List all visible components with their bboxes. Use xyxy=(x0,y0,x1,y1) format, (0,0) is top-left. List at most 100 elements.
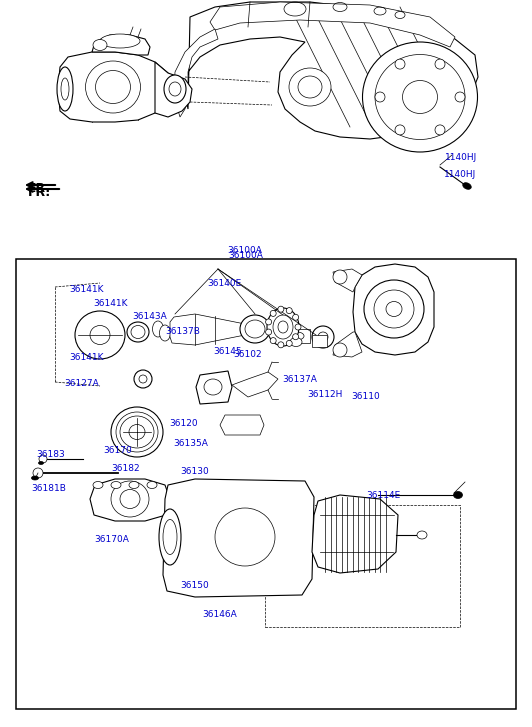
Ellipse shape xyxy=(61,78,69,100)
Text: 36100A: 36100A xyxy=(227,246,262,255)
Ellipse shape xyxy=(90,326,110,345)
Bar xyxy=(16,259,516,709)
Ellipse shape xyxy=(364,280,424,338)
Polygon shape xyxy=(163,479,314,597)
Ellipse shape xyxy=(163,520,177,555)
Ellipse shape xyxy=(215,508,275,566)
Text: 1140HJ: 1140HJ xyxy=(444,170,477,179)
Polygon shape xyxy=(170,314,248,345)
Text: 36114E: 36114E xyxy=(366,491,400,500)
Ellipse shape xyxy=(278,321,288,333)
Ellipse shape xyxy=(290,337,302,347)
Ellipse shape xyxy=(159,509,181,565)
Ellipse shape xyxy=(164,75,186,103)
Circle shape xyxy=(286,308,292,313)
Circle shape xyxy=(293,334,298,340)
Ellipse shape xyxy=(374,290,414,328)
Ellipse shape xyxy=(96,71,130,103)
Polygon shape xyxy=(92,35,150,55)
Ellipse shape xyxy=(453,491,462,499)
Ellipse shape xyxy=(245,320,265,338)
Polygon shape xyxy=(185,2,478,139)
Ellipse shape xyxy=(204,379,222,395)
Text: 36170A: 36170A xyxy=(95,535,130,544)
Ellipse shape xyxy=(273,315,293,339)
Polygon shape xyxy=(174,29,218,117)
Circle shape xyxy=(395,59,405,69)
Text: 36127A: 36127A xyxy=(64,379,98,388)
Circle shape xyxy=(312,326,334,348)
Ellipse shape xyxy=(403,81,437,113)
Circle shape xyxy=(270,310,276,316)
Ellipse shape xyxy=(93,39,107,50)
Ellipse shape xyxy=(289,68,331,106)
Circle shape xyxy=(318,332,328,342)
Ellipse shape xyxy=(290,332,304,340)
Text: 36170: 36170 xyxy=(104,446,132,455)
Text: 36137A: 36137A xyxy=(282,375,317,384)
Ellipse shape xyxy=(120,489,140,508)
Text: 36141K: 36141K xyxy=(69,285,104,294)
Ellipse shape xyxy=(129,425,145,440)
Text: 36100A: 36100A xyxy=(229,251,263,260)
Ellipse shape xyxy=(127,322,149,342)
Polygon shape xyxy=(232,372,278,397)
Text: 36145: 36145 xyxy=(213,348,242,356)
Ellipse shape xyxy=(298,76,322,98)
Ellipse shape xyxy=(362,42,478,152)
Ellipse shape xyxy=(57,67,73,111)
Ellipse shape xyxy=(31,476,38,480)
Text: 36150: 36150 xyxy=(180,581,209,590)
Polygon shape xyxy=(312,495,398,573)
Text: 1140HJ: 1140HJ xyxy=(445,153,477,161)
Ellipse shape xyxy=(386,302,402,316)
Text: 36112H: 36112H xyxy=(307,390,343,398)
Ellipse shape xyxy=(267,308,299,346)
Ellipse shape xyxy=(111,481,149,517)
Bar xyxy=(284,329,310,343)
Circle shape xyxy=(278,306,284,312)
Circle shape xyxy=(265,319,272,325)
Polygon shape xyxy=(353,264,434,355)
Ellipse shape xyxy=(129,481,139,489)
Ellipse shape xyxy=(93,481,103,489)
Ellipse shape xyxy=(463,182,471,189)
Ellipse shape xyxy=(86,61,140,113)
Circle shape xyxy=(333,343,347,357)
Circle shape xyxy=(295,324,301,330)
Circle shape xyxy=(435,59,445,69)
Ellipse shape xyxy=(120,416,154,448)
Circle shape xyxy=(39,455,47,463)
Circle shape xyxy=(139,375,147,383)
Text: 36135A: 36135A xyxy=(173,439,208,448)
Ellipse shape xyxy=(169,82,181,96)
Circle shape xyxy=(395,125,405,135)
Ellipse shape xyxy=(417,531,427,539)
Ellipse shape xyxy=(160,325,170,341)
Circle shape xyxy=(270,337,276,344)
Circle shape xyxy=(134,370,152,388)
Ellipse shape xyxy=(100,34,140,48)
Text: FR.: FR. xyxy=(28,182,51,196)
Polygon shape xyxy=(333,332,362,357)
Text: 36102: 36102 xyxy=(233,350,262,358)
Ellipse shape xyxy=(147,481,157,489)
Ellipse shape xyxy=(111,481,121,489)
Circle shape xyxy=(286,340,292,346)
Text: 36182: 36182 xyxy=(112,465,140,473)
Bar xyxy=(265,505,460,627)
Ellipse shape xyxy=(75,311,125,359)
Ellipse shape xyxy=(131,326,145,339)
Ellipse shape xyxy=(375,55,465,140)
Circle shape xyxy=(375,92,385,102)
Text: 36120: 36120 xyxy=(169,419,198,427)
Circle shape xyxy=(455,92,465,102)
Text: 36110: 36110 xyxy=(351,392,380,401)
Text: FR.: FR. xyxy=(28,185,51,198)
Polygon shape xyxy=(220,415,264,435)
Circle shape xyxy=(33,468,43,478)
Polygon shape xyxy=(155,62,192,117)
Ellipse shape xyxy=(38,462,44,465)
Text: 36141K: 36141K xyxy=(69,353,104,362)
Polygon shape xyxy=(90,479,170,521)
